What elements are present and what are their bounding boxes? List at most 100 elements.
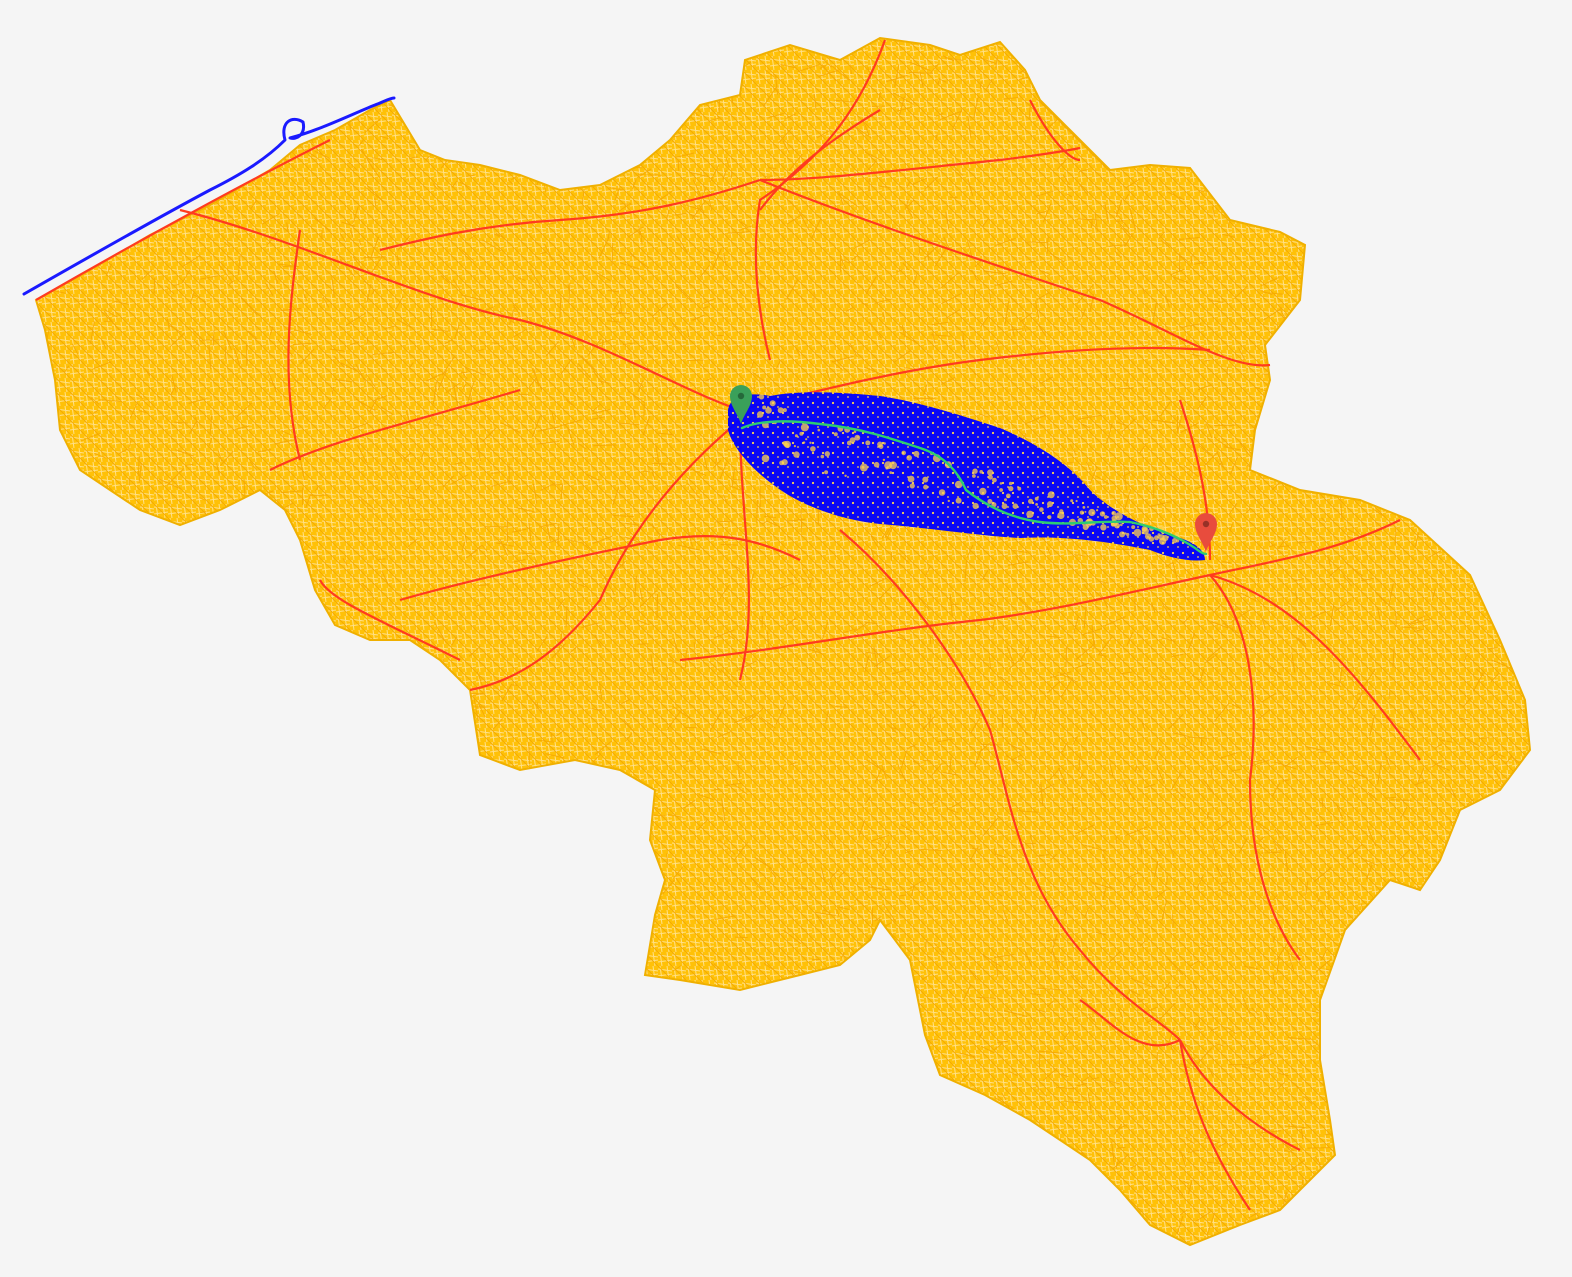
search-gap: [1047, 515, 1052, 520]
search-gap: [999, 482, 1003, 485]
map-pin-body[interactable]: [1195, 513, 1217, 552]
search-gap: [947, 499, 950, 503]
search-gap: [859, 463, 868, 472]
search-gap: [820, 454, 825, 459]
search-gap: [882, 458, 886, 462]
search-gap: [793, 445, 797, 448]
search-gap: [817, 428, 821, 432]
search-gap: [1172, 538, 1178, 544]
search-gap: [1047, 491, 1055, 499]
search-gap: [885, 466, 888, 470]
search-gap: [979, 487, 987, 496]
search-gap: [1005, 493, 1011, 499]
search-gap: [954, 480, 963, 489]
major-road: [379, 178, 761, 252]
search-gap: [1154, 535, 1159, 541]
search-gap: [906, 455, 912, 461]
coastline: [22, 96, 396, 296]
search-gap: [1057, 511, 1065, 520]
search-gap: [793, 451, 800, 458]
search-gap: [824, 451, 830, 457]
search-gap: [922, 476, 929, 483]
search-gap: [783, 440, 792, 448]
search-gap: [854, 434, 861, 441]
search-gap: [772, 401, 775, 404]
search-gap: [1082, 506, 1086, 509]
major-road: [1209, 574, 1301, 961]
search-gap: [1096, 509, 1099, 512]
search-gap: [756, 411, 764, 418]
search-gap: [1075, 499, 1078, 503]
country-region: [34, 36, 1532, 1247]
search-gap: [1034, 496, 1039, 501]
search-gap: [972, 468, 978, 474]
search-gap: [800, 423, 809, 432]
search-gap: [909, 483, 915, 489]
search-gap: [1114, 512, 1123, 521]
search-gap: [1099, 511, 1106, 517]
search-gap: [802, 441, 806, 444]
explored-search-area: [728, 392, 1205, 561]
search-gap: [938, 489, 946, 496]
search-gap: [913, 450, 920, 457]
map-pin-center: [737, 392, 745, 400]
search-gap: [889, 461, 897, 470]
search-gap: [1079, 510, 1084, 515]
search-gap: [972, 502, 979, 510]
search-gap: [865, 440, 871, 446]
end-map-pin-icon[interactable]: [1195, 513, 1217, 552]
search-gap: [782, 408, 787, 413]
search-gap: [955, 497, 962, 504]
route-path: [740, 420, 1208, 556]
search-gap: [1111, 511, 1116, 516]
major-road: [1079, 999, 1181, 1047]
search-gap: [1174, 532, 1180, 537]
search-gap: [833, 432, 838, 437]
country-shape: [34, 36, 1532, 1247]
search-gap: [1103, 515, 1108, 519]
major-road: [319, 579, 461, 661]
search-gap: [765, 407, 772, 414]
major-road: [1179, 1039, 1301, 1151]
search-gap: [1084, 510, 1087, 513]
major-road: [287, 229, 302, 461]
search-gap: [777, 407, 784, 414]
search-gap: [987, 469, 994, 476]
major-road-network: [35, 39, 1421, 1211]
search-gap: [1017, 486, 1022, 491]
search-gap: [999, 488, 1003, 492]
search-gap: [809, 441, 812, 444]
search-gap: [972, 474, 976, 478]
search-gap: [1158, 534, 1165, 541]
major-road: [1209, 573, 1421, 761]
search-gap: [758, 394, 765, 400]
search-gap: [1039, 507, 1044, 512]
map-pin-body[interactable]: [730, 385, 752, 424]
search-gap: [1026, 510, 1034, 518]
search-gap: [987, 474, 993, 480]
search-gap: [810, 446, 816, 452]
search-gap: [1148, 536, 1155, 542]
map-pin-center: [1202, 520, 1210, 528]
major-road: [469, 419, 741, 692]
search-gap: [1088, 508, 1096, 517]
search-gap: [824, 470, 829, 475]
major-road: [739, 346, 1211, 412]
search-gap: [779, 460, 784, 466]
search-gap: [979, 470, 983, 474]
search-gap: [1126, 532, 1130, 537]
search-gap: [987, 499, 993, 504]
search-gap: [1008, 486, 1014, 492]
search-gap: [853, 430, 857, 434]
search-gap: [1133, 528, 1142, 537]
start-map-pin-icon[interactable]: [730, 385, 752, 424]
search-gap: [889, 471, 893, 474]
search-gap: [907, 475, 915, 483]
search-gap: [794, 434, 798, 438]
major-road: [759, 178, 1271, 367]
search-gap: [805, 438, 808, 441]
search-gap: [923, 484, 929, 490]
search-gap: [901, 450, 906, 456]
